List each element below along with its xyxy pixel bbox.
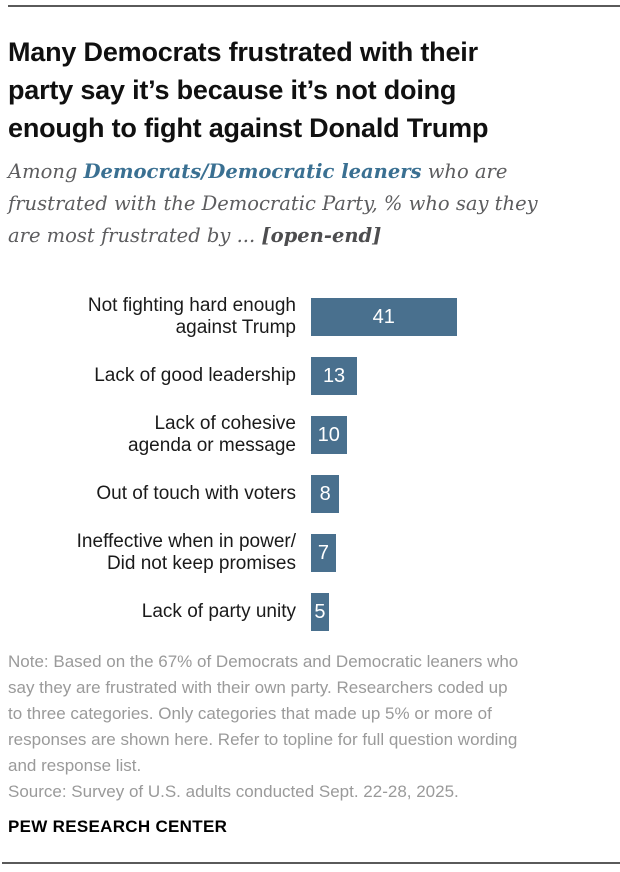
note-line: responses are shown here. Refer to topli… xyxy=(8,730,518,749)
chart-subtitle: Among Democrats/Democratic leaners who a… xyxy=(8,156,612,252)
bar: 10 xyxy=(311,416,347,454)
bar-value-label: 41 xyxy=(372,305,395,328)
bar-row: Ineffective when in power/Did not keep p… xyxy=(8,531,612,575)
note-line: Note: Based on the 67% of Democrats and … xyxy=(8,652,519,671)
bar-row: Out of touch with voters 8 xyxy=(8,475,612,513)
title-line: enough to fight against Donald Trump xyxy=(8,113,489,143)
chart-title: Many Democrats frustrated with their part… xyxy=(8,33,612,147)
bar-value-label: 10 xyxy=(317,423,340,446)
title-line: party say it’s because it’s not doing xyxy=(8,75,457,105)
bar-chart: Not fighting hard enough against Trump 41 L… xyxy=(8,295,612,631)
bar-category-label-line: Lack of good leadership xyxy=(94,365,296,386)
subtitle-segment: who are xyxy=(421,160,508,183)
bar-category-label: Out of touch with voters xyxy=(8,483,296,505)
pew-research-center-wordmark: PEW RESEARCH CENTER xyxy=(8,817,228,836)
subtitle-line: Among Democrats/Democratic leaners who a… xyxy=(8,156,612,188)
bar-category-label: Not fighting hard enough against Trump xyxy=(8,295,296,339)
bar: 41 xyxy=(311,298,457,336)
bar: 7 xyxy=(311,534,336,572)
bar-category-label: Ineffective when in power/Did not keep p… xyxy=(8,531,296,575)
title-line: Many Democrats frustrated with their xyxy=(8,37,478,67)
subtitle-segment: Democrats/Democratic leaners xyxy=(83,160,422,183)
bar: 5 xyxy=(311,593,329,631)
note-text: Note: Based on the 67% of Democrats and … xyxy=(8,649,612,779)
bar-value-label: 13 xyxy=(322,364,346,387)
bar-category-label-line: Ineffective when in power/ xyxy=(76,531,296,552)
source-text: Source: Survey of U.S. adults conducted … xyxy=(8,782,459,801)
note-line: and response list. xyxy=(8,756,142,775)
bar-row: Lack of party unity 5 xyxy=(8,593,612,631)
subtitle-segment: [open-end] xyxy=(261,224,382,247)
bar-category-label-line: Lack of party unity xyxy=(141,601,296,622)
bar-value-label: 5 xyxy=(314,600,326,623)
bar-category-label-line: Did not keep promises xyxy=(106,553,296,574)
subtitle-segment: frustrated with the Democratic Party, % … xyxy=(8,192,538,215)
bar-category-label-line: Lack of cohesive xyxy=(154,413,296,434)
top-divider xyxy=(8,5,620,7)
subtitle-line: are most frustrated by ... [open-end] xyxy=(8,220,612,252)
note-line: say they are frustrated with their own p… xyxy=(8,678,508,697)
bar-category-label-line: agenda or message xyxy=(128,435,296,456)
bar-row: Lack of cohesive agenda or message 10 xyxy=(8,413,612,457)
bottom-divider xyxy=(2,862,620,864)
bar: 8 xyxy=(311,475,340,513)
bar-category-label-line: against Trump xyxy=(175,317,296,338)
bar-category-label-line: Out of touch with voters xyxy=(96,483,296,504)
bar-category-label-line: Not fighting hard enough xyxy=(87,295,296,316)
note-line: to three categories. Only categories tha… xyxy=(8,704,492,723)
bar-category-label: Lack of cohesive agenda or message xyxy=(8,413,296,457)
subtitle-segment: are most frustrated by ... xyxy=(8,224,262,247)
bar-category-label: Lack of good leadership xyxy=(8,365,296,387)
subtitle-line: frustrated with the Democratic Party, % … xyxy=(8,188,612,220)
bar-value-label: 7 xyxy=(317,541,329,564)
bar-category-label: Lack of party unity xyxy=(8,601,296,623)
bar: 13 xyxy=(311,357,358,395)
bar-row: Lack of good leadership 13 xyxy=(8,357,612,395)
subtitle-segment: Among xyxy=(8,160,84,183)
bar-value-label: 8 xyxy=(319,482,331,505)
bar-row: Not fighting hard enough against Trump 41 xyxy=(8,295,612,339)
